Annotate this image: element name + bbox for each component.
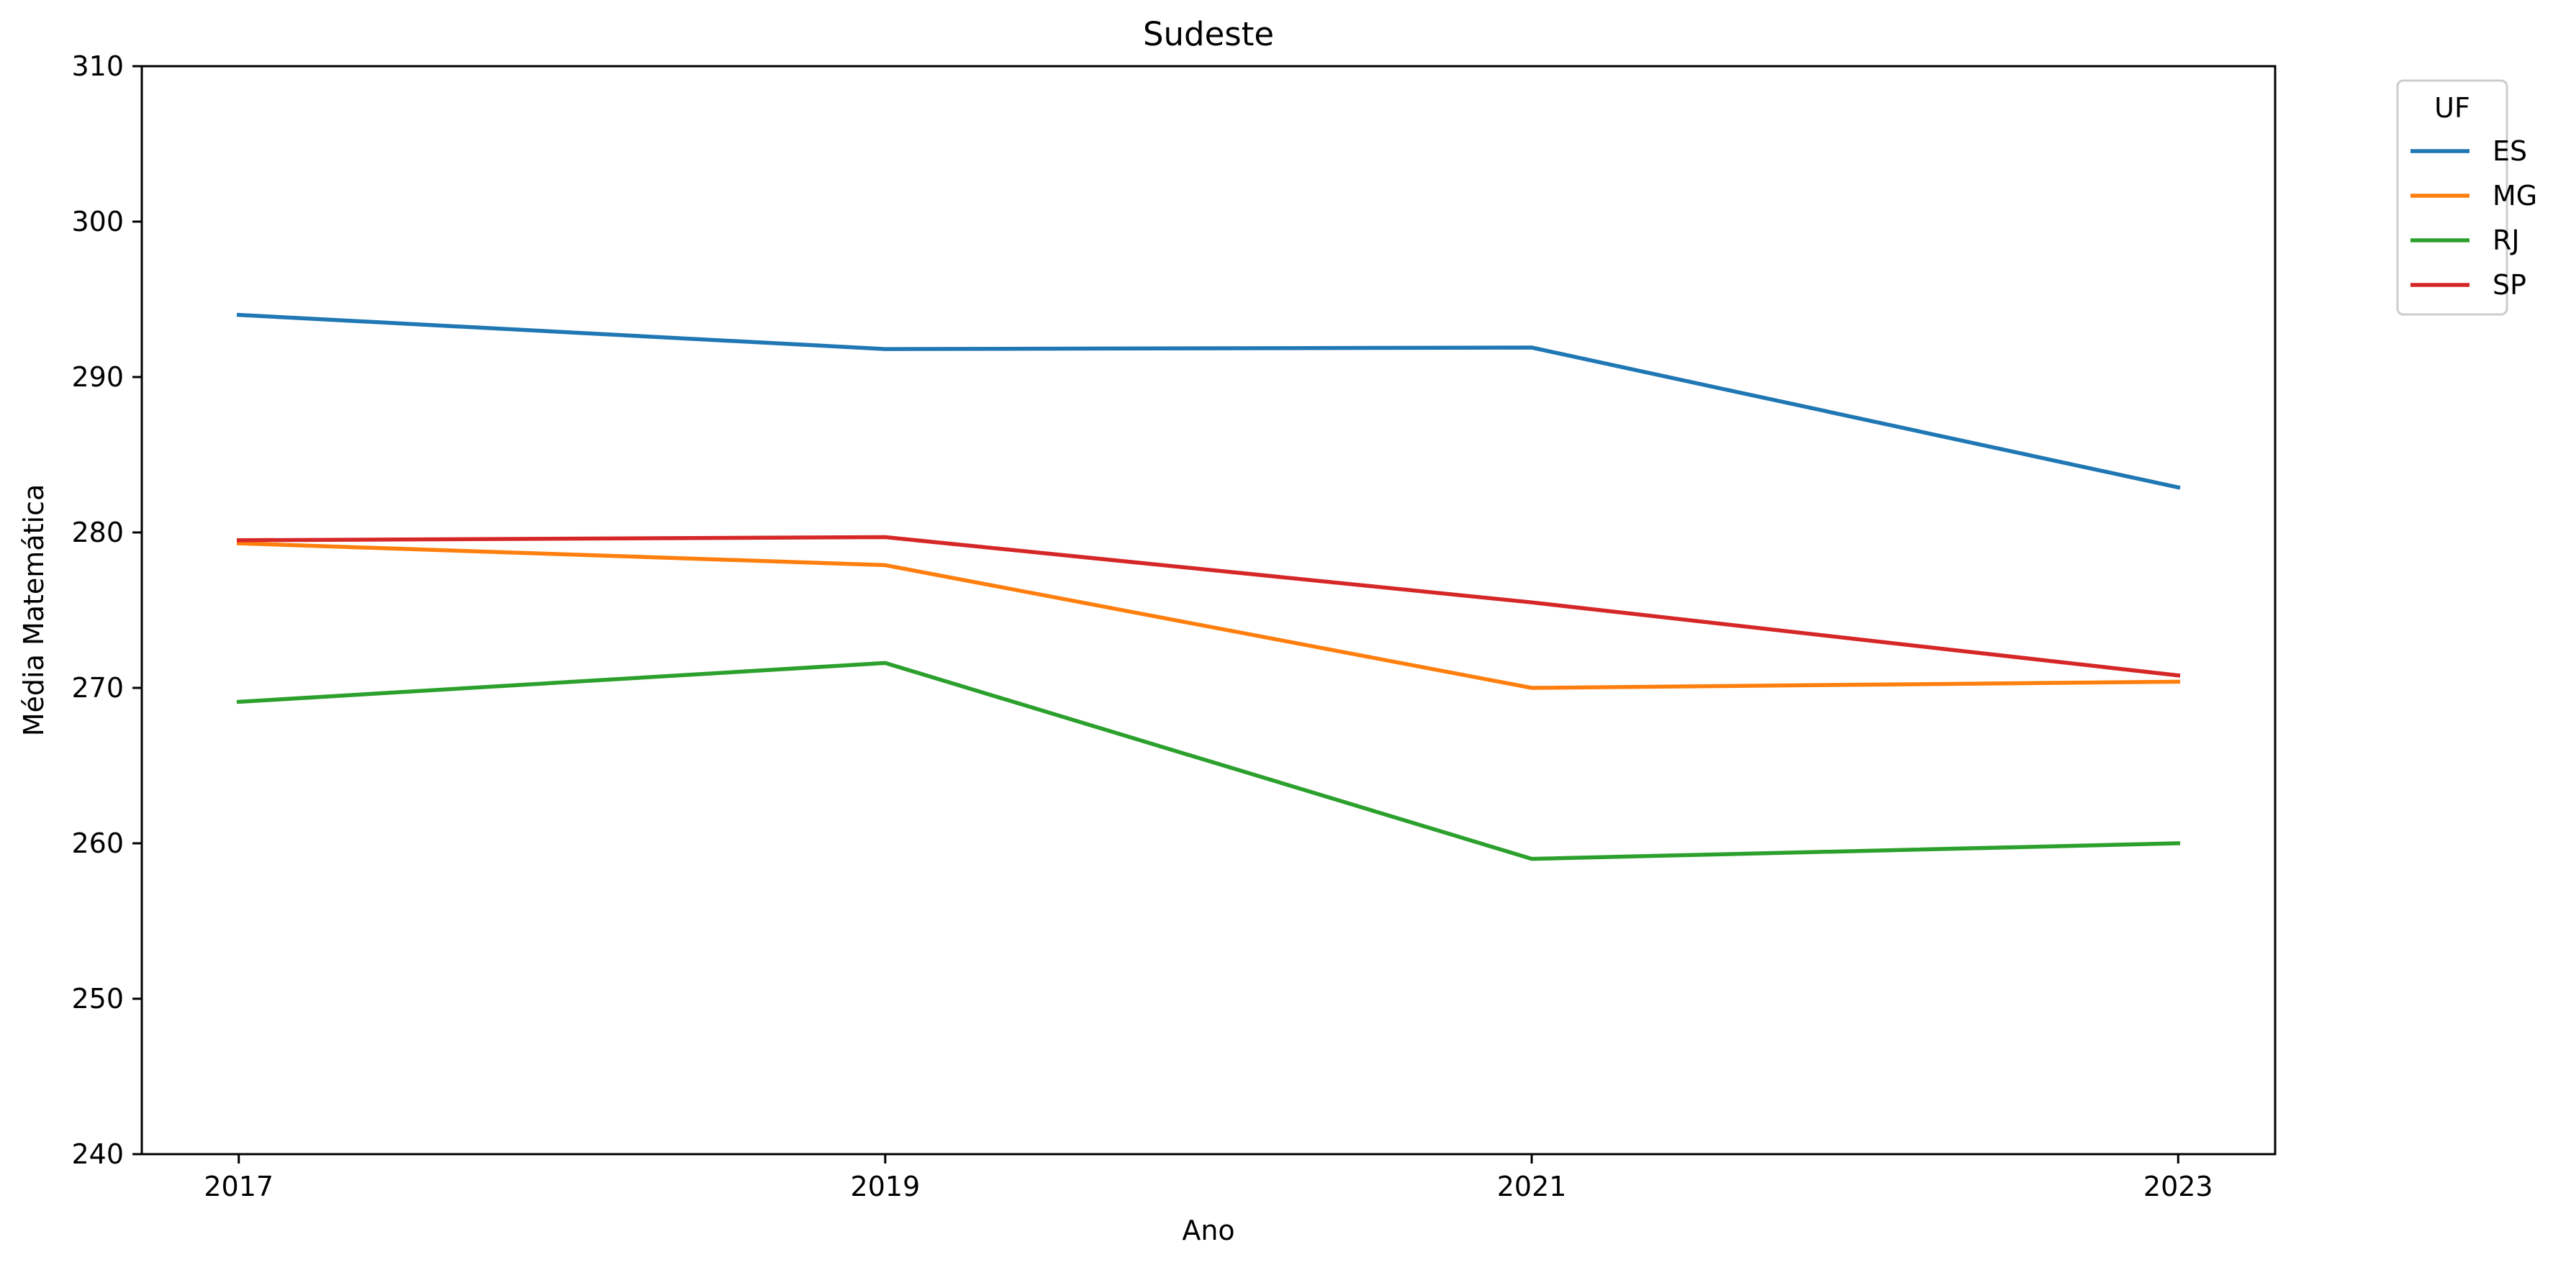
y-tick-label: 270 [71,672,124,704]
x-axis-ticks: 2017 2019 2021 2023 [204,1154,2213,1202]
plot-area-frame [140,65,2277,1156]
x-tick-label: 2017 [204,1171,274,1202]
legend-label-es: ES [2493,135,2527,167]
chart-title: Sudeste [1143,15,1274,53]
y-tick-label: 250 [71,983,124,1015]
y-tick-label: 260 [71,827,124,859]
series-lines [236,312,2181,861]
x-tick-label: 2019 [851,1171,921,1202]
x-tick-label: 2023 [2143,1171,2213,1202]
x-tick-label: 2021 [1497,1171,1567,1202]
y-tick-label: 290 [71,361,124,393]
y-tick-label: 310 [71,50,124,82]
series-line-es [236,312,2181,490]
series-line-rj [236,661,2181,861]
x-axis-label: Ano [1182,1215,1234,1246]
legend: UF ES MG RJ SP [2396,79,2537,316]
y-axis-label: Média Matemática [18,484,50,737]
legend-title: UF [2434,92,2470,124]
series-line-sp [236,535,2181,678]
series-line-mg [236,541,2181,690]
y-tick-label: 280 [71,517,124,548]
legend-label-sp: SP [2493,269,2526,301]
legend-label-mg: MG [2493,180,2537,212]
y-tick-label: 300 [71,206,124,237]
y-axis-ticks: 240 250 260 270 280 290 300 310 [71,50,142,1170]
legend-label-rj: RJ [2493,224,2520,256]
legend-items: ES MG RJ SP [2410,135,2537,301]
y-tick-label: 240 [71,1138,124,1170]
